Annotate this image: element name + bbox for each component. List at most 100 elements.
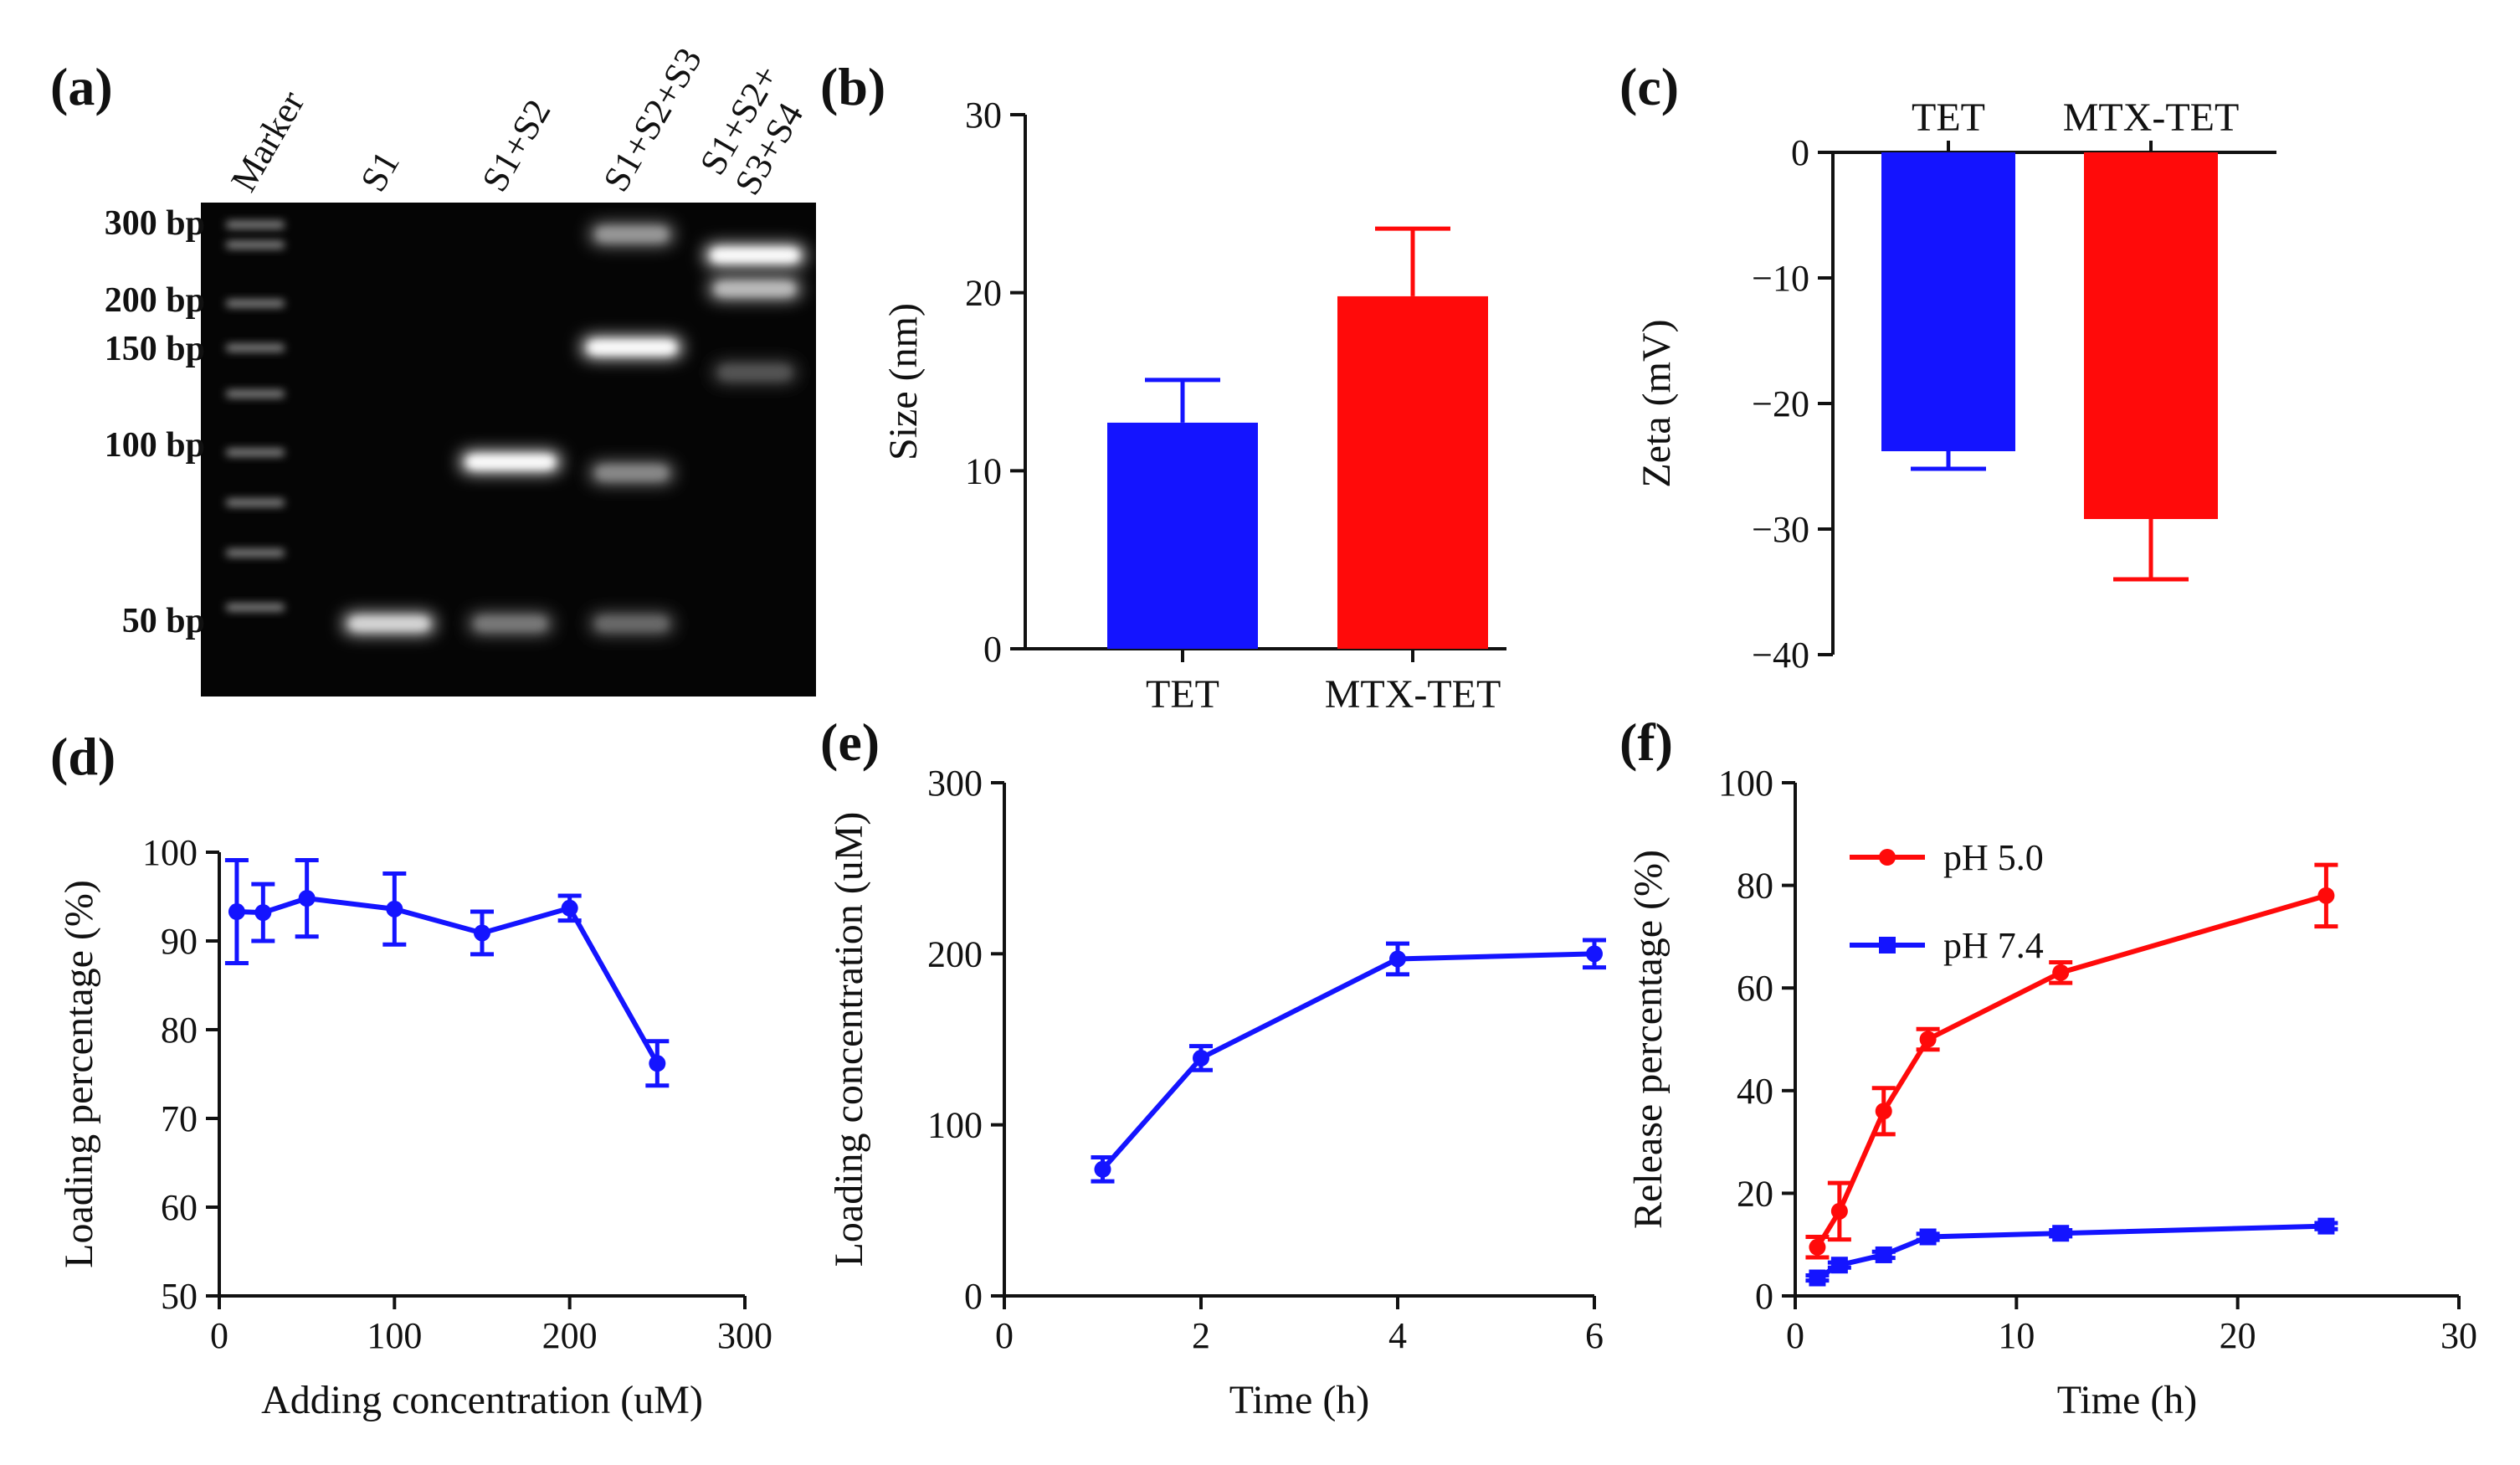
x-tick-label: 6: [1585, 1315, 1604, 1356]
y-tick-label: 0: [964, 1276, 983, 1317]
y-axis-label: Size (nm): [881, 303, 926, 460]
y-tick-label: 10: [965, 450, 1002, 491]
gel-band: [597, 229, 667, 240]
gel-marker-label: 100 bp: [105, 426, 205, 465]
y-tick-label: 0: [983, 629, 1002, 670]
data-point: [2317, 887, 2335, 904]
gel-bands: [226, 221, 805, 634]
x-tick-label: TET: [1912, 95, 1985, 140]
gel-marker-labels: 300 bp 200 bp 150 bp 100 bp 50 bp: [105, 204, 205, 640]
gel-band: [226, 221, 285, 229]
panel-label: (e): [820, 712, 880, 772]
gel-lane-label-text: S1: [352, 144, 408, 198]
x-tick-label: 2: [1192, 1315, 1210, 1356]
y-tick-label: 80: [161, 1010, 198, 1051]
y-tick-label: 30: [965, 95, 1002, 136]
data-point: [1809, 1269, 1826, 1287]
bar-mtx-tet: [2084, 152, 2218, 519]
x-tick-label: 10: [1998, 1315, 2035, 1356]
y-tick-label: 80: [1737, 866, 1773, 907]
y-tick-label: −10: [1752, 258, 1809, 299]
legend-label: pH 5.0: [1943, 837, 2044, 878]
panel-label: (d): [50, 727, 115, 786]
y-axis-label: Loading percentage (%): [57, 880, 101, 1268]
data-point: [1875, 1246, 1892, 1263]
y-tick-label: 200: [927, 933, 983, 974]
gel-band: [226, 241, 285, 249]
gel-band: [226, 604, 285, 611]
gel-lane-label: S1: [352, 144, 408, 198]
x-axis-label: Adding concentration (uM): [261, 1378, 703, 1422]
legend-marker: [1879, 849, 1896, 866]
gel-band: [226, 390, 285, 398]
y-tick-label: 100: [927, 1105, 983, 1146]
data-point: [2052, 964, 2070, 981]
gel-marker-label: 200 bp: [105, 281, 205, 320]
y-tick-label: −20: [1752, 383, 1809, 424]
y-tick-label: 70: [161, 1098, 198, 1139]
data-point: [254, 904, 272, 922]
gel-band: [226, 549, 285, 557]
legend-label: pH 7.4: [1943, 925, 2044, 966]
data-point: [561, 899, 578, 917]
gel-band: [475, 618, 546, 630]
gel-band: [588, 342, 675, 353]
gel-band: [597, 618, 667, 630]
gel-band: [720, 367, 790, 378]
y-tick-label: 20: [965, 273, 1002, 314]
y-tick-label: 20: [1737, 1173, 1773, 1214]
data-point: [228, 903, 245, 921]
release-percentage-chart: (f) 0 20 40 60 80 100 0 10 20 30 Time (h) Release pe…: [1619, 712, 2477, 1422]
gel-band: [597, 467, 667, 479]
data-point: [1919, 1031, 1937, 1048]
data-point: [298, 890, 316, 907]
series-line: [236, 896, 660, 1065]
gel-lane-label-text: Marker: [223, 84, 312, 198]
data-point: [649, 1055, 666, 1072]
data-point: [1193, 1049, 1209, 1067]
y-tick-label: 60: [161, 1187, 198, 1228]
panel-label: (f): [1619, 712, 1673, 772]
y-tick-label: −30: [1752, 509, 1809, 550]
data-point: [1389, 950, 1406, 968]
x-tick-label: 0: [210, 1315, 228, 1356]
y-tick-label: 0: [1791, 132, 1809, 173]
x-tick-label: 0: [995, 1315, 1014, 1356]
gel-marker-label: 150 bp: [105, 330, 205, 368]
x-tick-label: TET: [1146, 672, 1219, 717]
gel-lane-label-text: S1+S2: [474, 93, 558, 198]
data-point: [474, 924, 490, 942]
loading-percentage-chart: (d) 50 60 70 80 90 100 0 100 200 300 Adding concent…: [50, 727, 772, 1422]
gel-band: [226, 499, 285, 506]
panel-label: (c): [1619, 57, 1679, 116]
x-tick-label: 100: [367, 1315, 422, 1356]
x-tick-label: MTX-TET: [1325, 672, 1501, 717]
bar-mtx-tet: [1337, 296, 1488, 649]
y-tick-label: 60: [1737, 968, 1773, 1009]
x-tick-label: 30: [2440, 1315, 2477, 1356]
y-axis-label: Zeta (mV): [1635, 319, 1679, 487]
data-point: [1875, 1103, 1892, 1120]
gel-band: [226, 449, 285, 456]
gel-lane-label: S1+S2: [474, 93, 558, 198]
x-tick-label: 4: [1388, 1315, 1407, 1356]
gel-band: [711, 249, 798, 261]
y-tick-label: 90: [161, 921, 198, 962]
x-tick-label: 0: [1786, 1315, 1804, 1356]
zeta-bar-chart: (c) 0 −10 −20 −30 −40 Zeta (mV) TET MTX-TET: [1619, 57, 2276, 676]
data-point: [2317, 1217, 2335, 1235]
data-point: [1830, 1257, 1848, 1274]
data-point: [1586, 945, 1603, 963]
gel-band: [226, 344, 285, 352]
data-point: [1830, 1202, 1848, 1220]
bar-tet: [1881, 152, 2015, 451]
x-axis-label: Time (h): [2057, 1378, 2198, 1422]
y-axis-label: Loading concentration (uM): [827, 812, 871, 1267]
gel-lane-label: S1+S2+S3+S4: [692, 58, 812, 202]
loading-concentration-chart: (e) 0 100 200 300 0 2 4 6 Time (h) Loading concent…: [820, 712, 1606, 1422]
bar-tet: [1107, 422, 1258, 649]
y-tick-label: 50: [161, 1276, 198, 1317]
data-point: [1919, 1228, 1937, 1246]
y-tick-label: 100: [142, 832, 198, 873]
